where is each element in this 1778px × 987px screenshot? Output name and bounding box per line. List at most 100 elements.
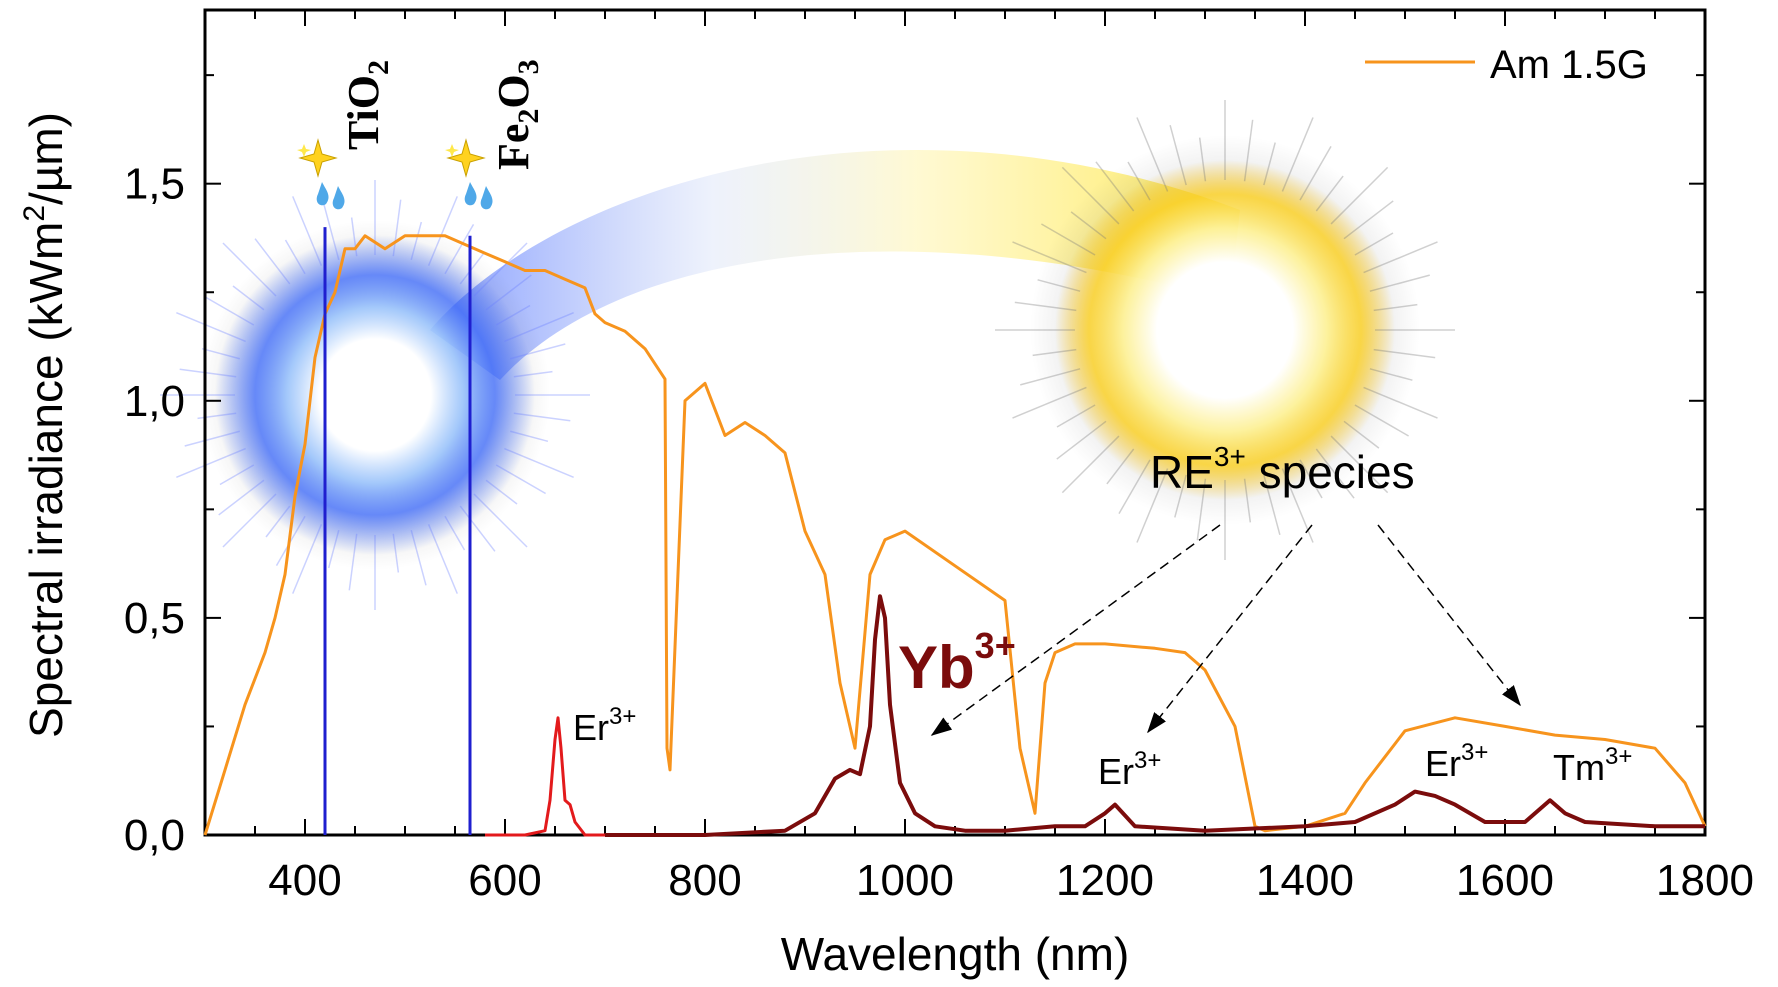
yb-label: Yb3+ (898, 625, 1016, 701)
x-tick-label: 1600 (1456, 856, 1554, 905)
fe2o3-sub1: 2 (512, 109, 545, 124)
sun-ray-spike (1012, 386, 1087, 419)
blue-ray-spike (218, 479, 265, 516)
illustration-layer (160, 100, 1455, 610)
sun-ray-spike (1330, 435, 1389, 494)
blue-ray-spike (510, 343, 566, 360)
x-tick-label: 600 (468, 856, 541, 905)
sparkle-icon (445, 138, 486, 178)
tio2-main: TiO (339, 75, 388, 150)
arrow-to-tm (1377, 524, 1521, 707)
re-species-label: RE3+ species (1150, 441, 1415, 498)
blue-ray-spike (513, 412, 571, 422)
y-tick-label: 1,5 (124, 160, 185, 209)
sun-ray-spike (1136, 468, 1169, 543)
sun-ray-spike (1196, 478, 1207, 541)
er-visible-label: Er3+ (573, 703, 636, 748)
blue-ray-spike (485, 479, 518, 505)
sun-ray-spike (1243, 478, 1252, 523)
x-tick-label: 1400 (1256, 856, 1354, 905)
series-layer (203, 234, 1707, 837)
sun-ray-spike (1136, 117, 1169, 192)
energy-beam (430, 149, 1240, 380)
sun-ray-spike (1095, 161, 1135, 212)
y-axis-ticks: 0,0 0,5 1,0 1,5 (124, 74, 1705, 860)
sun-ray-spike (1363, 386, 1438, 419)
sun-ray-spike (1281, 117, 1314, 192)
droplets-icon (464, 182, 493, 210)
sun-ray-spike (1263, 474, 1281, 535)
sun-ray-spike (1330, 166, 1389, 225)
sun-ray-spike (1299, 146, 1332, 201)
blue-ray-spike (459, 252, 485, 285)
arrow-to-er-1200 (1147, 524, 1313, 734)
blue-ray-spike (284, 239, 306, 275)
x-tick-label: 800 (668, 856, 741, 905)
sparkle-icon (297, 138, 338, 178)
blue-ray-spike (444, 515, 466, 551)
blue-ray-spike (504, 312, 574, 343)
blue-ray-spike (495, 304, 531, 326)
blue-ray-spike (265, 505, 291, 538)
blue-ray-spike (323, 204, 340, 260)
legend: Am 1.5G (1365, 43, 1648, 87)
tm-label: Tm3+ (1553, 743, 1632, 788)
blue-ray-spike (184, 430, 240, 447)
blue-ray-spike (232, 285, 265, 311)
blue-ray-spike (222, 493, 277, 548)
blue-ray-spike (204, 295, 255, 326)
sun-ray-spike (1056, 404, 1096, 428)
sun-ray-spike (1373, 303, 1418, 312)
blue-ray-spike (495, 464, 546, 495)
sun-ray-spike (1014, 301, 1077, 312)
x-axis-title: Wavelength (nm) (781, 928, 1130, 980)
arrow-to-yb (930, 524, 1221, 736)
series-yb-line (605, 594, 1705, 837)
y-tick-label: 0,0 (124, 811, 185, 860)
droplets-icon (316, 182, 345, 210)
sun-ray-spike (1118, 459, 1151, 514)
x-tick-label: 1800 (1656, 856, 1754, 905)
sun-ray-spike (1061, 166, 1120, 225)
blue-ray-spike (392, 533, 400, 573)
sun-ray-spike (1354, 232, 1394, 256)
blue-ray-spike (459, 505, 496, 552)
sun-ray-spike (1315, 175, 1344, 212)
blue-ray-spike (222, 242, 277, 297)
sun-ray-spike (1041, 223, 1096, 256)
er-1530-label: Er3+ (1425, 739, 1488, 784)
sun-ray-spike (1037, 279, 1081, 292)
blue-ray-spike (176, 312, 246, 343)
sun-ray-spike (1369, 274, 1430, 292)
blue-ray-spike (427, 196, 458, 266)
blue-ray-spike (427, 524, 458, 594)
blue-ray-spike (444, 224, 475, 275)
sun-ray-spike (1343, 420, 1380, 449)
blue-ray-spike (504, 447, 574, 478)
tio2-label: TiO2 (339, 60, 395, 150)
blue-ray-spike (410, 530, 427, 586)
sun-ray-spike (1169, 125, 1187, 186)
y-tick-label: 1,0 (124, 377, 185, 426)
blue-ray-spike (473, 242, 528, 297)
series-er-visible-line (485, 716, 605, 837)
x-tick-label: 1200 (1056, 856, 1154, 905)
sun-ray-spike (1032, 348, 1077, 357)
blue-ray-spike (254, 238, 291, 285)
sun-ray-spike (1174, 474, 1187, 518)
legend-label-am15g: Am 1.5G (1490, 43, 1648, 87)
tio2-sub: 2 (362, 60, 395, 75)
fe2o3-sub2: 3 (512, 59, 545, 74)
sun-ray-spike (1198, 137, 1207, 182)
blue-ray-spike (348, 533, 358, 591)
sun-ray-spike (1070, 211, 1107, 240)
blue-ray-spike (292, 524, 323, 594)
blue-ray-spike (485, 274, 532, 311)
blue-ray-spike (327, 530, 340, 569)
sun-ray-spike (1106, 448, 1135, 485)
blue-ray-spike (176, 447, 246, 478)
x-axis-ticks: 400 600 800 1000 1200 1400 1600 1800 (204, 10, 1754, 905)
er-1200-label: Er3+ (1098, 747, 1161, 792)
x-tick-label: 400 (268, 856, 341, 905)
sun-ray-spike (1343, 200, 1394, 240)
